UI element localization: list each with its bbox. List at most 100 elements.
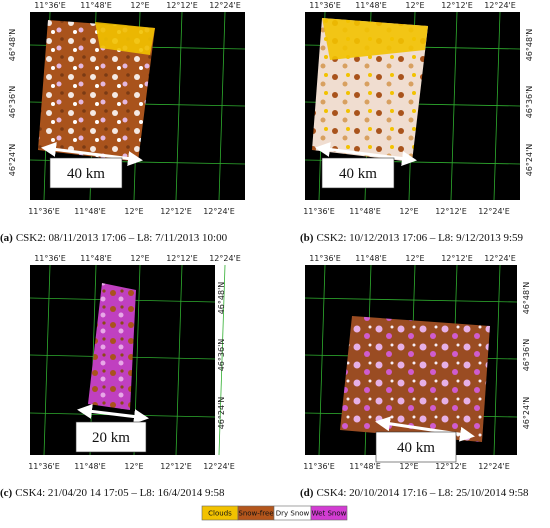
caption-label: (d)	[300, 487, 314, 499]
lon-label: 12°12'E	[160, 462, 192, 471]
lon-label: 12°24'E	[478, 462, 510, 471]
lon-label: 11°48'E	[349, 462, 381, 471]
caption-label: (b)	[300, 232, 314, 244]
legend-swatch	[310, 505, 348, 521]
snow-map-swath	[88, 283, 136, 410]
scale-label: 20 km	[92, 430, 130, 446]
scale-label: 40 km	[67, 166, 105, 182]
legend-label: Snow-free	[238, 510, 273, 518]
caption-text: CSK4: 20/10/2014 17:16 – L8: 25/10/2014 …	[316, 487, 529, 499]
lon-label: 12°12'E	[160, 207, 192, 216]
lat-label: 46°36'N	[8, 86, 17, 119]
lon-label: 12°24'E	[478, 207, 510, 216]
snow-map-swath	[38, 20, 155, 162]
lon-label: 12°E	[130, 254, 149, 263]
lon-label: 11°36'E	[309, 254, 341, 263]
grid-line	[175, 11, 183, 201]
lon-label: 11°36'E	[34, 1, 66, 10]
legend-label: Wet Snow	[312, 510, 347, 518]
lon-label: 12°E	[130, 1, 149, 10]
caption-text: CSK2: 10/12/2013 17:06 – L8: 9/12/2013 9…	[316, 232, 523, 244]
panel-caption: (a) CSK2: 08/11/2013 17:06 – L8: 7/11/201…	[0, 232, 228, 244]
map-panel: 11°36'E 11°36'E 11°48'E 11°48'E 12°E 12°E 12°1…	[0, 254, 241, 499]
scale-arrow	[77, 403, 149, 425]
lon-label: 12°24'E	[209, 254, 241, 263]
lon-label: 11°48'E	[355, 1, 387, 10]
lon-label: 11°48'E	[74, 207, 106, 216]
lon-label: 11°48'E	[80, 1, 112, 10]
scale-box	[321, 157, 395, 189]
lon-label: 11°36'E	[34, 254, 66, 263]
lat-label: 46°48'N	[217, 282, 226, 315]
lon-label: 12°24'E	[203, 462, 235, 471]
lat-label: 46°48'N	[522, 282, 531, 315]
map-panel: 11°36'E 11°36'E 11°48'E 11°48'E 12°E 12°E 12°1…	[300, 254, 531, 499]
lon-label: 11°48'E	[349, 207, 381, 216]
lon-label: 11°48'E	[80, 254, 112, 263]
caption-label: (c)	[0, 487, 13, 499]
legend-label: Clouds	[208, 510, 232, 518]
scale-box	[375, 431, 457, 463]
lon-label: 12°E	[124, 462, 143, 471]
caption-label: (a)	[0, 232, 13, 244]
panel-caption: (b) CSK2: 10/12/2013 17:06 – L8: 9/12/201…	[300, 232, 524, 244]
lon-label: 12°24'E	[203, 207, 235, 216]
grid-line	[450, 11, 458, 201]
lon-label: 12°E	[124, 207, 143, 216]
lon-label: 11°36'E	[28, 207, 60, 216]
lon-label: 12°24'E	[484, 254, 516, 263]
grid-line	[493, 11, 501, 201]
grid-line	[493, 264, 501, 456]
lon-label: 12°E	[405, 254, 424, 263]
grid-line	[304, 297, 518, 303]
legend: Clouds Snow-free Dry Snow Wet Snow	[201, 505, 348, 521]
caption-text: CSK2: 08/11/2013 17:06 – L8: 7/11/2013 1…	[16, 232, 228, 244]
cloud-area	[322, 18, 428, 60]
lat-label: 46°36'N	[217, 339, 226, 372]
scale-box	[49, 157, 123, 189]
scale-arrow	[375, 416, 475, 442]
scale-box	[75, 421, 147, 453]
lat-label: 46°24'N	[525, 144, 534, 177]
lon-label: 12°12'E	[435, 462, 467, 471]
lon-label: 12°E	[399, 207, 418, 216]
lon-label: 12°12'E	[166, 1, 198, 10]
grid-line	[43, 264, 51, 456]
lon-label: 12°24'E	[209, 1, 241, 10]
lon-label: 12°12'E	[435, 207, 467, 216]
scale-arrow	[315, 142, 417, 166]
legend-label: Dry Snow	[276, 510, 310, 518]
lon-label: 11°36'E	[309, 1, 341, 10]
lat-label: 46°48'N	[8, 29, 17, 62]
panel-caption: (d) CSK4: 20/10/2014 17:16 – L8: 25/10/20…	[300, 487, 529, 499]
lon-label: 12°12'E	[441, 254, 473, 263]
grid-line	[318, 264, 326, 456]
cloud-area	[95, 22, 155, 55]
lat-label: 46°36'N	[522, 339, 531, 372]
scale-arrow	[41, 142, 143, 166]
lon-label: 12°E	[405, 1, 424, 10]
lon-label: 12°12'E	[441, 1, 473, 10]
lat-label: 46°24'N	[8, 144, 17, 177]
grid-line	[218, 264, 226, 456]
caption-text: CSK4: 21/04/20 14 17:05 – L8: 16/4/2014 …	[15, 487, 225, 499]
lon-label: 11°48'E	[355, 254, 387, 263]
lon-label: 11°36'E	[303, 207, 335, 216]
lat-label: 46°36'N	[525, 86, 534, 119]
map-panel: 11°36'E 11°36'E 11°48'E 11°48'E 12°E 12°E 12°1…	[0, 1, 246, 244]
lat-label: 46°24'N	[522, 397, 531, 430]
map-panel: 11°36'E 11°36'E 11°48'E 11°48'E 12°E 12°E 12°1…	[300, 1, 534, 244]
scale-label: 40 km	[339, 166, 377, 182]
panel-caption: (c) CSK4: 21/04/20 14 17:05 – L8: 16/4/20…	[0, 487, 225, 499]
lat-label: 46°48'N	[525, 29, 534, 62]
lon-label: 12°24'E	[484, 1, 516, 10]
scale-label: 40 km	[397, 440, 435, 456]
lon-label: 12°12'E	[166, 254, 198, 263]
lon-label: 11°48'E	[74, 462, 106, 471]
lon-label: 11°36'E	[28, 462, 60, 471]
lon-label: 11°36'E	[303, 462, 335, 471]
grid-line	[175, 264, 183, 456]
grid-line	[218, 11, 226, 201]
lat-label: 46°24'N	[217, 397, 226, 430]
